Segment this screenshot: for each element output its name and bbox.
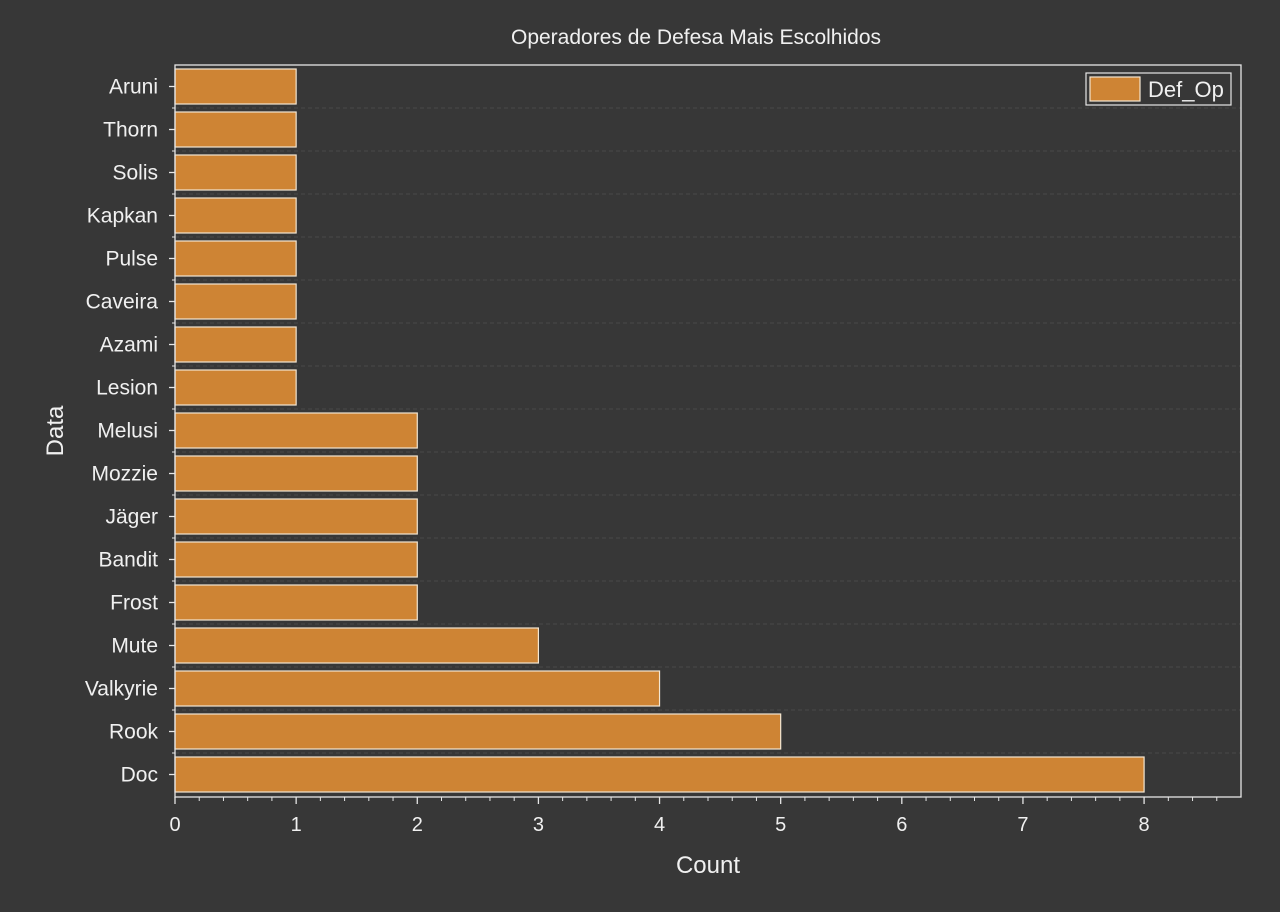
y-tick-label: Melusi [97,420,158,443]
x-tick-label: 4 [654,814,665,836]
x-tick-label: 1 [291,814,302,836]
y-tick-label: Thorn [103,119,158,142]
bar-rook [174,713,782,750]
grid-lines [175,107,1241,754]
bar-azami [174,326,297,363]
bar-frost [174,584,418,621]
bar-j-ger [174,498,418,535]
x-tick-label: 5 [775,814,786,836]
x-tick-label: 8 [1139,814,1150,836]
x-axis-label: Count [676,852,740,879]
y-tick-label: Rook [109,721,159,744]
y-tick-label: Pulse [105,248,158,271]
y-tick-label: Caveira [86,291,159,314]
x-axis: 0 1 2 3 4 5 6 7 8 [169,797,1218,836]
y-tick-label: Azami [100,334,158,357]
bar-aruni [174,68,297,105]
legend-label: Def_Op [1148,77,1224,102]
bar-pulse [174,240,297,277]
bar-thorn [174,111,297,148]
bar-valkyrie [174,670,661,707]
bar-lesion [174,369,297,406]
y-axis-label: Data [42,405,69,456]
y-tick-label: Kapkan [87,205,158,228]
x-tick-label: 2 [412,814,423,836]
bar-doc [174,756,1145,793]
bar-mozzie [174,455,418,492]
y-tick-label: Lesion [96,377,158,400]
bar-kapkan [174,197,297,234]
x-tick-label: 3 [533,814,544,836]
bar-caveira [174,283,297,320]
y-tick-label: Jäger [105,506,158,529]
bars-group [174,68,1145,793]
y-tick-label: Solis [112,162,158,185]
x-tick-label: 0 [169,814,180,836]
bar-mute [174,627,540,664]
x-tick-label: 6 [896,814,907,836]
x-tick-label: 7 [1017,814,1028,836]
y-tick-label: Bandit [98,549,158,572]
y-axis: Doc Rook Valkyrie Mute Frost Bandit Jäger Mozzi… [85,76,175,787]
y-tick-label: Mozzie [91,463,158,486]
legend-swatch [1089,76,1141,102]
chart-title: Operadores de Defesa Mais Escolhidos [511,26,881,49]
legend: Def_Op [1085,72,1232,106]
y-tick-label: Doc [121,764,158,787]
y-tick-label: Aruni [109,76,158,99]
bar-bandit [174,541,418,578]
y-tick-label: Frost [110,592,158,615]
bar-melusi [174,412,418,449]
bar-solis [174,154,297,191]
y-tick-label: Mute [111,635,158,658]
y-tick-label: Valkyrie [85,678,158,701]
